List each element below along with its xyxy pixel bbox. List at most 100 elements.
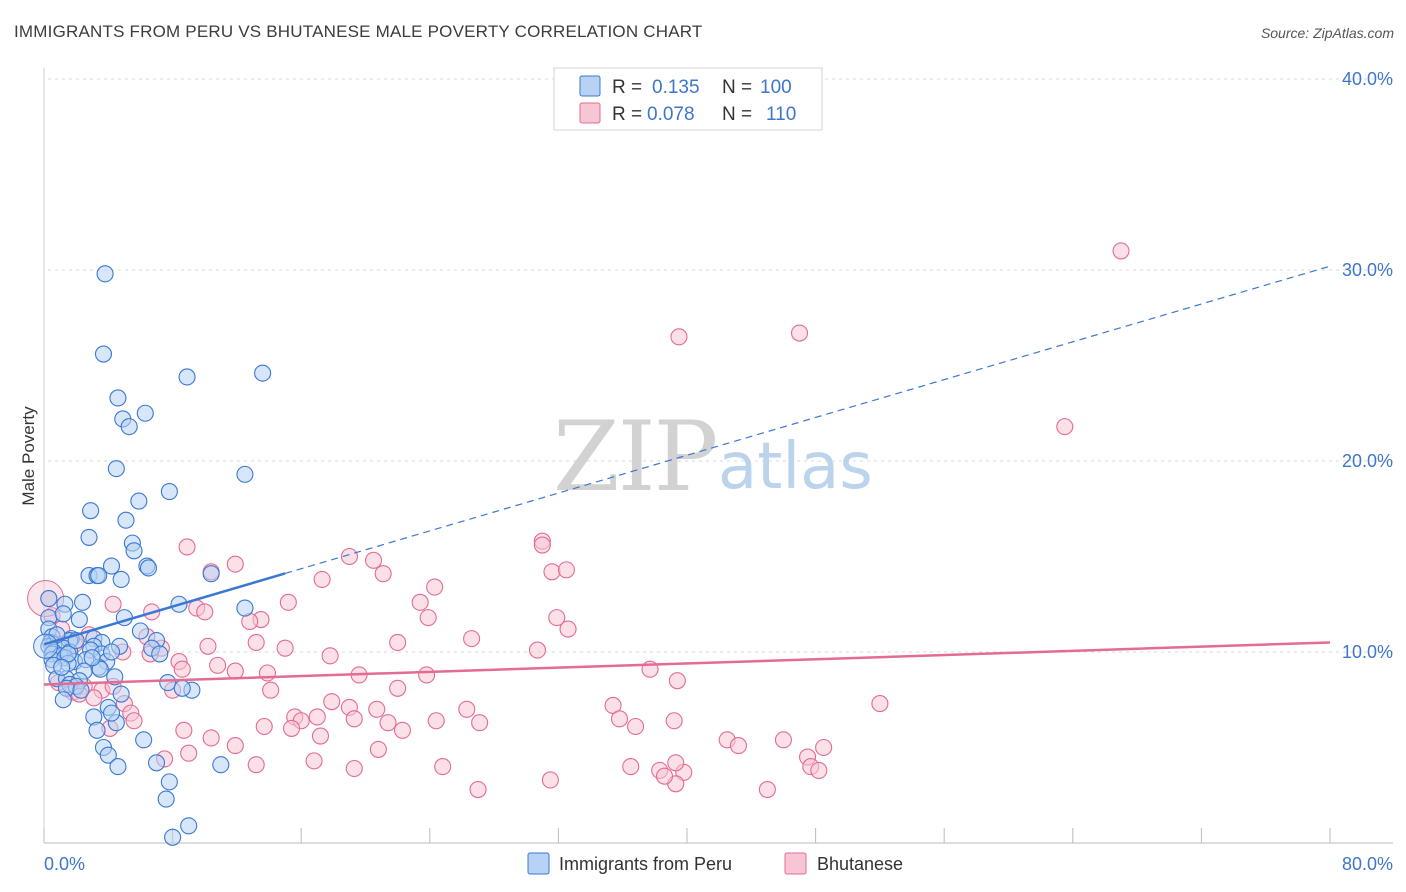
peru-cluster-origin xyxy=(33,633,59,659)
bhutanese-point-75 xyxy=(379,714,397,732)
peru-point-84 xyxy=(135,731,153,749)
peru-point-5 xyxy=(136,404,154,422)
y-tick-label-3: 40.0% xyxy=(1342,69,1393,89)
bhutanese-point-14 xyxy=(313,570,331,588)
peru-point-78 xyxy=(54,691,72,709)
peru-point-12 xyxy=(82,502,100,520)
bhutanese-point-0 xyxy=(1112,242,1130,260)
legend-r-label-bhutanese: R = xyxy=(612,104,642,125)
bhutanese-point-21 xyxy=(196,603,214,621)
peru-point-77 xyxy=(112,685,130,703)
peru-point-34 xyxy=(131,622,149,640)
bhutanese-point-97 xyxy=(180,744,198,762)
peru-point-91 xyxy=(157,790,175,808)
bhutanese-point-12 xyxy=(543,563,561,581)
peru-point-0 xyxy=(96,265,114,283)
peru-point-2 xyxy=(178,368,196,386)
bottom-legend: Immigrants from Peru Bhutanese xyxy=(527,852,903,875)
series-peru-points xyxy=(33,265,272,846)
bhutanese-point-77 xyxy=(471,714,489,732)
bhutanese-point-81 xyxy=(255,717,273,736)
y-tick-labels: 10.0% 20.0% 30.0% 40.0% xyxy=(1342,69,1393,662)
bhutanese-point-60 xyxy=(389,679,407,697)
bhutanese-point-11 xyxy=(374,565,392,583)
legend: R = 0.135 N = 100 R = 0.078 N = 110 xyxy=(553,67,823,131)
bhutanese-point-73 xyxy=(308,708,326,726)
series-bhutanese-points xyxy=(27,242,1130,799)
bhutanese-point-74 xyxy=(345,710,363,728)
bhutanese-point-100 xyxy=(434,758,452,776)
bhutanese-point-45 xyxy=(209,656,227,674)
peru-point-17 xyxy=(102,557,121,575)
bhutanese-trend-line xyxy=(43,641,1331,686)
y-tick-label-1: 20.0% xyxy=(1342,451,1393,471)
bhutanese-point-44 xyxy=(173,660,191,678)
peru-point-92 xyxy=(180,817,198,835)
bhutanese-point-5 xyxy=(533,536,551,554)
peru-point-86 xyxy=(99,746,117,764)
bhutanese-point-99 xyxy=(345,759,363,778)
bhutanese-point-1 xyxy=(790,324,809,342)
bhutanese-point-59 xyxy=(262,681,280,699)
bhutanese-point-25 xyxy=(548,609,566,627)
peru-point-1 xyxy=(94,345,113,363)
peru-point-16 xyxy=(125,542,143,560)
bhutanese-point-2 xyxy=(670,328,688,346)
bhutanese-point-61 xyxy=(85,689,103,707)
legend-r-value-bhutanese: 0.078 xyxy=(647,104,695,125)
peru-point-29 xyxy=(236,599,254,617)
peru-point-22 xyxy=(90,567,108,585)
bhutanese-point-24 xyxy=(419,609,437,627)
legend-n-value-peru: 100 xyxy=(760,77,792,98)
bhutanese-point-89 xyxy=(305,752,323,770)
y-tick-label-2: 30.0% xyxy=(1342,260,1393,280)
trend-layer xyxy=(43,265,1331,686)
bhutanese-point-90 xyxy=(369,740,387,758)
peru-point-31 xyxy=(54,605,72,623)
bhutanese-point-94 xyxy=(815,738,833,757)
y-tick-label-0: 10.0% xyxy=(1342,642,1393,662)
peru-point-7 xyxy=(120,418,138,436)
peru-point-23 xyxy=(112,570,130,588)
bhutanese-point-65 xyxy=(368,700,386,718)
bhutanese-point-88 xyxy=(226,737,244,755)
bhutanese-point-98 xyxy=(247,756,265,774)
peru-point-11 xyxy=(130,492,148,510)
peru-point-9 xyxy=(236,465,254,483)
bhutanese-point-18 xyxy=(104,595,122,613)
bhutanese-point-82 xyxy=(283,719,301,737)
peru-trend-line xyxy=(43,572,286,646)
bhutanese-point-3 xyxy=(1056,418,1074,436)
peru-point-72 xyxy=(159,674,177,692)
bhutanese-point-79 xyxy=(665,712,683,730)
bhutanese-point-86 xyxy=(175,721,193,739)
bhutanese-point-63 xyxy=(323,693,341,711)
bhutanese-point-9 xyxy=(340,547,358,566)
peru-point-89 xyxy=(212,756,230,774)
bhutanese-point-34 xyxy=(389,633,407,652)
legend-n-label-bhutanese: N = xyxy=(722,104,752,125)
peru-point-90 xyxy=(160,773,178,791)
bhutanese-point-51 xyxy=(668,672,686,690)
peru-point-76 xyxy=(173,679,191,697)
watermark-atlas: atlas xyxy=(718,430,873,504)
peru-point-82 xyxy=(102,704,121,722)
peru-point-13 xyxy=(117,511,135,529)
legend-swatch-peru xyxy=(579,75,601,97)
bottom-legend-swatch-peru xyxy=(527,852,550,875)
bottom-legend-label-bhutanese: Bhutanese xyxy=(817,854,903,874)
bhutanese-point-66 xyxy=(458,700,476,718)
bhutanese-point-32 xyxy=(247,633,265,652)
peru-point-88 xyxy=(109,758,127,776)
bhutanese-point-8 xyxy=(226,555,244,573)
bhutanese-point-111 xyxy=(810,761,828,779)
bhutanese-point-15 xyxy=(426,578,444,596)
bhutanese-point-46 xyxy=(226,662,244,680)
bhutanese-point-78 xyxy=(610,710,629,728)
peru-point-55 xyxy=(151,645,169,663)
bhutanese-point-76 xyxy=(427,712,445,730)
legend-n-value-bhutanese: 110 xyxy=(766,104,796,125)
peru-point-87 xyxy=(147,754,166,772)
watermark-zip: ZIP xyxy=(553,401,716,513)
